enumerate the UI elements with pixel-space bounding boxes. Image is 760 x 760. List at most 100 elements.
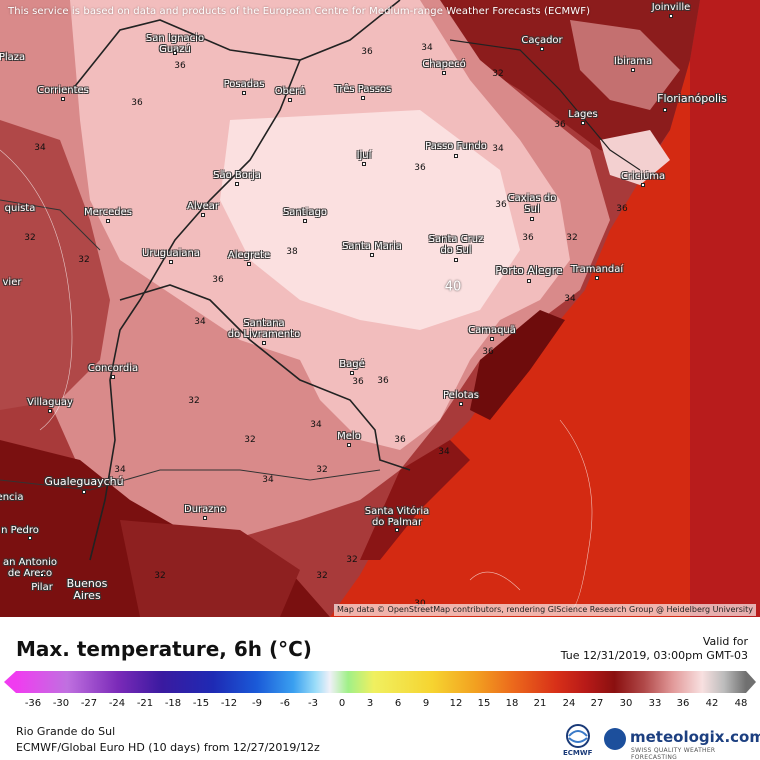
city-marker (201, 213, 205, 217)
model-run-info: ECMWF/Global Euro HD (10 days) from 12/2… (16, 741, 320, 754)
city-marker (669, 14, 673, 18)
city-marker (247, 262, 251, 266)
tick-label: 36 (676, 698, 690, 709)
city-marker (362, 162, 366, 166)
tick-label: 9 (422, 698, 430, 709)
city-label: Mercedes (83, 207, 133, 218)
city-label: Gualeguaychú (44, 475, 124, 488)
city-label: Tramandaí (570, 264, 624, 275)
colorbar-arrow-left (4, 671, 16, 693)
city-label: Melo (337, 431, 361, 442)
contour-label: 36 (482, 347, 494, 357)
city-marker (48, 409, 52, 413)
tick-label: 42 (705, 698, 719, 709)
city-marker (235, 182, 239, 186)
city-label: Uruguaiana (142, 248, 200, 259)
city-label: Oberá (274, 86, 306, 97)
meteologix-tagline: SWISS QUALITY WEATHER FORECASTING (631, 747, 716, 760)
city-label: Buenos Aires (66, 577, 108, 602)
contour-label: 36 (212, 275, 224, 285)
tick-label: -36 (24, 698, 42, 709)
contour-label: 40 (444, 279, 462, 295)
ecmwf-logo-icon (566, 724, 590, 748)
city-label: quista (4, 203, 36, 214)
city-label: Caxias do Sul (507, 193, 557, 215)
tick-label: -27 (80, 698, 98, 709)
city-marker (530, 217, 534, 221)
tick-label: -3 (308, 698, 318, 709)
city-label: Lages (568, 109, 598, 120)
city-marker (61, 97, 65, 101)
city-marker (288, 98, 292, 102)
contour-label: 32 (188, 396, 200, 406)
city-label: Passo Fundo (425, 141, 487, 152)
city-label: Três Passos (334, 84, 392, 95)
city-label: an Antonio de Areco (2, 557, 58, 579)
city-label: Villaguay (27, 397, 73, 408)
city-marker (303, 219, 307, 223)
tick-label: -24 (108, 698, 126, 709)
contour-label: 32 (316, 465, 328, 475)
contour-label: 34 (34, 143, 46, 153)
contour-label: 32 (154, 571, 166, 581)
city-marker (527, 279, 531, 283)
tick-label: -21 (136, 698, 154, 709)
city-label: Alvear (187, 201, 219, 212)
tick-label: 6 (394, 698, 402, 709)
contour-label: 36 (352, 377, 364, 387)
city-marker (454, 258, 458, 262)
city-marker (641, 183, 645, 187)
city-marker (454, 154, 458, 158)
colorbar-gradient (16, 671, 746, 693)
contour-label: 36 (495, 200, 507, 210)
contour-label: 36 (616, 204, 628, 214)
city-label: Pilar (31, 582, 53, 593)
city-label: Joinville (651, 2, 691, 13)
contour-label: 32 (78, 255, 90, 265)
city-marker (595, 276, 599, 280)
city-marker (242, 91, 246, 95)
city-label: Bagé (339, 359, 365, 370)
contour-label: 36 (174, 61, 186, 71)
tick-label: 3 (366, 698, 374, 709)
tick-label: -15 (192, 698, 210, 709)
region-name: Rio Grande do Sul (16, 725, 116, 738)
tick-label: 12 (449, 698, 463, 709)
tick-label: -6 (280, 698, 290, 709)
city-label: Ibirama (613, 56, 653, 67)
city-marker (111, 375, 115, 379)
meteologix-logo-icon (604, 728, 626, 750)
tick-label: 33 (648, 698, 662, 709)
temperature-map[interactable]: This service is based on data and produc… (0, 0, 760, 617)
city-label: Concordia (87, 363, 139, 374)
contour-label: 34 (262, 475, 274, 485)
meteologix-brand[interactable]: meteologix.com (630, 728, 760, 746)
city-label: São Borja (213, 170, 261, 181)
tick-label: -18 (164, 698, 182, 709)
tick-label: -12 (220, 698, 238, 709)
valid-time: Tue 12/31/2019, 03:00pm GMT-03 (560, 649, 748, 662)
tick-label: -9 (252, 698, 262, 709)
contour-label: 36 (361, 47, 373, 57)
contour-label: 38 (286, 247, 298, 257)
city-label: Posadas (223, 79, 265, 90)
city-marker (28, 536, 32, 540)
contour-label: 36 (554, 120, 566, 130)
tick-label: 15 (477, 698, 491, 709)
contour-label: 32 (346, 555, 358, 565)
tick-label: 18 (505, 698, 519, 709)
tick-label: -30 (52, 698, 70, 709)
city-label: Chapecó (422, 59, 466, 70)
city-marker (581, 121, 585, 125)
city-marker (347, 443, 351, 447)
city-marker (173, 51, 177, 55)
city-label: Florianópolis (657, 92, 727, 105)
contour-label: 32 (566, 233, 578, 243)
contour-label: 36 (522, 233, 534, 243)
city-label: Alegrete (227, 250, 271, 261)
tick-label: 24 (562, 698, 576, 709)
tick-label: 27 (590, 698, 604, 709)
contour-label: 36 (131, 98, 143, 108)
city-marker (490, 337, 494, 341)
tick-label: 21 (533, 698, 547, 709)
